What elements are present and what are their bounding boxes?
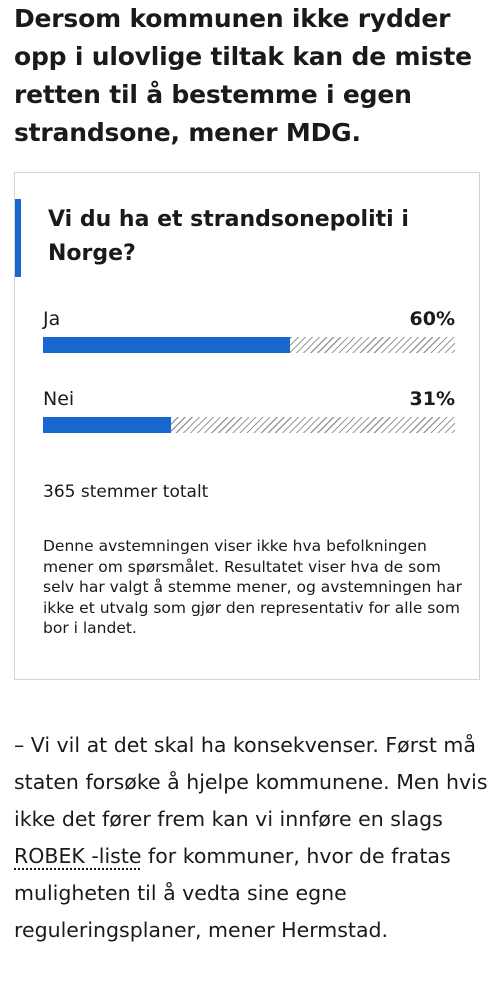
poll-disclaimer: Denne avstemningen viser ikke hva befolk… (43, 537, 462, 637)
robek-list-link[interactable]: ROBEK -liste (14, 844, 142, 868)
poll-result-bar-fill (43, 417, 171, 433)
body-text-after-link: for kommuner, hvor de fratas muligheten … (14, 844, 451, 942)
body-text-before-link: – Vi vil at det skal ha konsekvenser. Fø… (14, 733, 488, 831)
poll-option-label: Nei (43, 388, 75, 410)
poll-option-percent: 31% (409, 388, 455, 410)
poll-question: Vi du ha et strandsonepoliti i Norge? (48, 207, 409, 266)
poll-result-bar-track (43, 417, 455, 433)
poll-accent-bar (15, 199, 21, 277)
poll-card: Vi du ha et strandsonepoliti i Norge? Ja… (14, 172, 480, 680)
article-headline: Dersom kommunen ikke rydder opp i ulovli… (14, 4, 472, 147)
poll-result-bar-fill (43, 337, 291, 353)
poll-total-votes: 365 stemmer totalt (43, 482, 209, 502)
poll-option-percent: 60% (409, 308, 455, 330)
article-body-paragraph: – Vi vil at det skal ha konsekvenser. Fø… (14, 727, 490, 949)
poll-result-bar-track (43, 337, 455, 353)
poll-option-label: Ja (43, 308, 61, 330)
